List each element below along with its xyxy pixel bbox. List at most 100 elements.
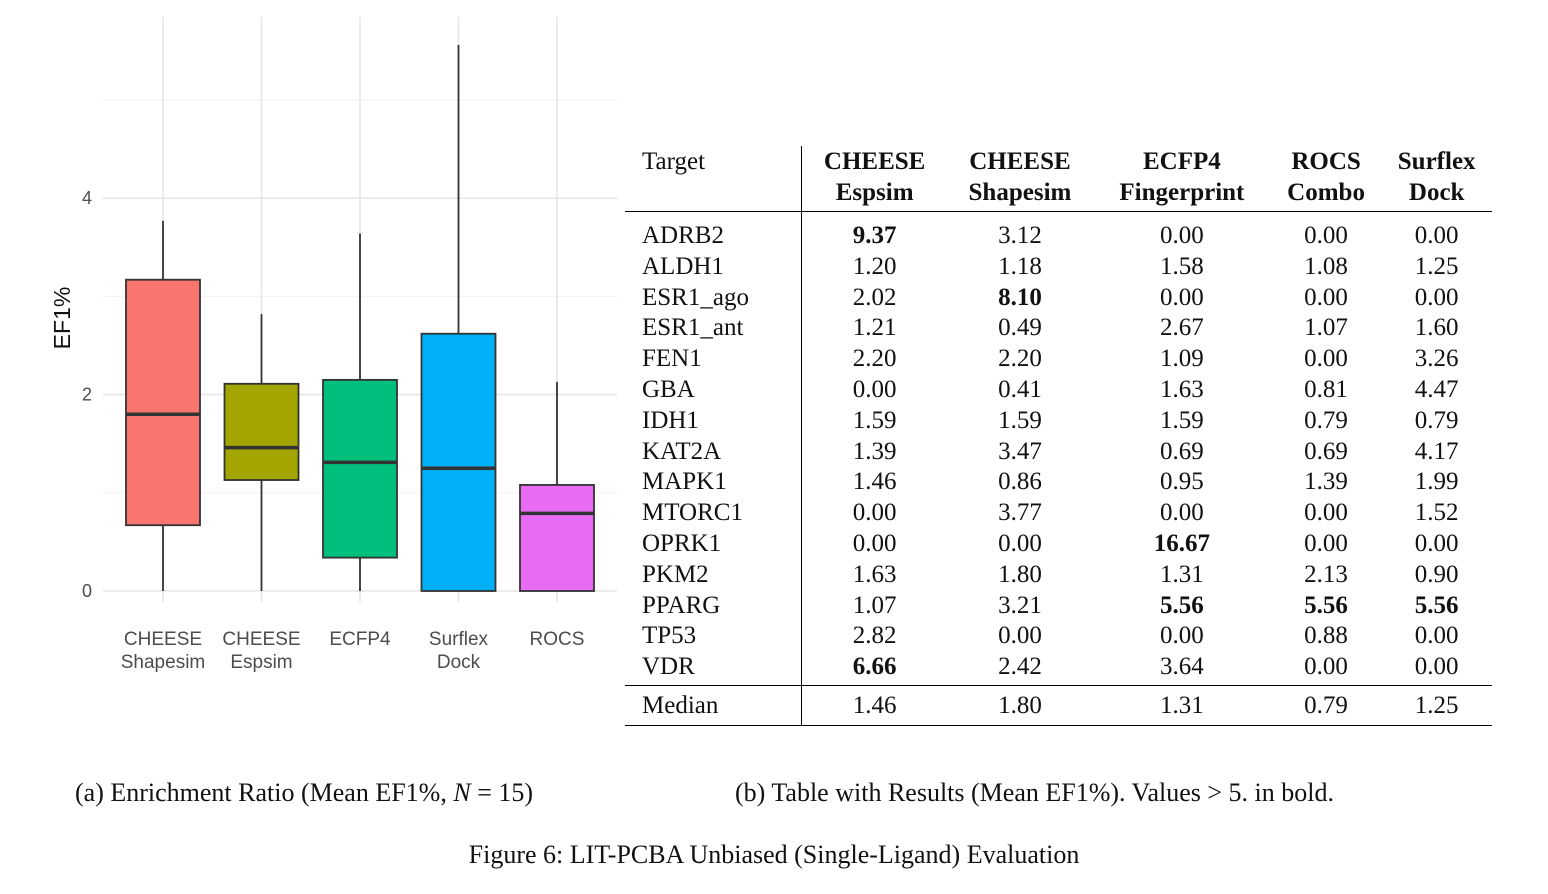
row-value: 5.56 (1160, 591, 1204, 619)
row-target: PPARG (625, 590, 803, 622)
row-value: 0.49 (998, 314, 1042, 342)
row-value: 1.20 (852, 252, 897, 280)
row-value: 0.00 (1160, 222, 1204, 249)
row-value: 1.63 (852, 560, 897, 588)
row-value: 1.09 (1160, 345, 1204, 373)
row-value: 1.58 (1160, 252, 1204, 280)
y-axis-label: EF1% (49, 287, 75, 350)
row-value: 0.79 (1304, 406, 1348, 434)
row-value: 3.12 (998, 222, 1042, 249)
row-value: 16.67 (1153, 529, 1211, 557)
row-target: IDH1 (625, 405, 803, 437)
box-4 (519, 381, 595, 592)
row-value: 2.02 (852, 283, 897, 311)
row-value: 0.41 (998, 375, 1042, 403)
row-target: MTORC1 (625, 498, 803, 529)
results-table: Target CHEESE Espsim CHEESE Shapesim ECFP4… (625, 146, 1492, 726)
y-tick-label: 0 (82, 581, 92, 601)
table-row: IDH1 1.59 1.59 1.59 0.79 0.79 (625, 405, 1492, 437)
y-tick-label: 4 (82, 188, 92, 208)
row-value: 2.82 (852, 622, 897, 650)
row-value: 6.66 (852, 653, 897, 681)
row-value: 0.00 (998, 529, 1042, 557)
row-value: 5.56 (1414, 591, 1459, 619)
median-row: Median 1.46 1.80 1.31 0.79 1.25 (625, 685, 1492, 726)
median-cell: 1.31 (1160, 691, 1204, 719)
x-tick-label: Dock (437, 652, 481, 673)
row-value: 4.47 (1414, 375, 1459, 403)
x-tick-label: Shapesim (121, 652, 206, 673)
row-value: 2.13 (1304, 560, 1348, 588)
table-row: PPARG 1.07 3.21 5.56 5.56 5.56 (625, 590, 1492, 622)
row-value: 0.00 (1414, 653, 1459, 681)
row-value: 0.00 (1160, 499, 1204, 527)
row-value: 0.00 (852, 375, 897, 403)
header-target: Target (625, 146, 803, 212)
x-tick-label: Surflex (429, 629, 489, 650)
y-tick-label: 2 (82, 385, 92, 405)
row-value: 0.88 (1304, 622, 1348, 650)
row-value: 0.00 (1414, 283, 1459, 311)
row-value: 1.46 (852, 468, 897, 496)
table-row: OPRK1 0.00 0.00 16.67 0.00 0.00 (625, 528, 1492, 560)
row-value: 2.20 (998, 345, 1042, 373)
table-body: ADRB2 9.37 3.12 0.00 0.00 0.00 ALDH1 1.20 1.18 1.… (625, 211, 1492, 686)
row-value: 4.17 (1414, 437, 1459, 465)
row-value: 1.21 (852, 314, 897, 342)
row-target: KAT2A (625, 436, 803, 468)
box-iqr (223, 382, 300, 481)
row-value: 0.00 (998, 622, 1042, 650)
row-target: ADRB2 (625, 211, 803, 252)
table-row: KAT2A 1.39 3.47 0.69 0.69 4.17 (625, 436, 1492, 468)
row-value: 3.21 (998, 591, 1042, 619)
row-target: VDR (625, 652, 803, 686)
row-target: FEN1 (625, 344, 803, 375)
row-target: MAPK1 (625, 467, 803, 499)
x-tick-label: ECFP4 (329, 629, 391, 650)
row-value: 1.31 (1160, 560, 1204, 588)
row-value: 0.00 (1304, 653, 1348, 681)
row-value: 3.47 (998, 437, 1042, 465)
box-2 (322, 233, 398, 591)
row-value: 1.80 (998, 560, 1042, 588)
table-row: VDR 6.66 2.42 3.64 0.00 0.00 (625, 652, 1492, 686)
x-tick-label: CHEESE (222, 629, 300, 650)
x-tick-label: ROCS (530, 629, 585, 650)
table-row: MTORC1 0.00 3.77 0.00 0.00 1.52 (625, 498, 1492, 529)
row-target: GBA (625, 374, 803, 406)
table-row: FEN1 2.20 2.20 1.09 0.00 3.26 (625, 344, 1492, 375)
row-value: 3.64 (1160, 653, 1204, 681)
row-value: 0.86 (998, 468, 1042, 496)
row-value: 5.56 (1304, 591, 1348, 619)
header-col-4: ROCS Combo (1287, 148, 1365, 206)
row-target: ALDH1 (625, 251, 803, 283)
row-target: ESR1_ago (625, 282, 803, 314)
row-target: PKM2 (625, 559, 803, 591)
row-value: 0.00 (1414, 622, 1459, 650)
table-row: ALDH1 1.20 1.18 1.58 1.08 1.25 (625, 251, 1492, 283)
box-3 (420, 45, 497, 592)
row-value: 2.67 (1160, 314, 1204, 342)
row-value: 0.95 (1160, 468, 1204, 496)
row-value: 9.37 (852, 222, 897, 249)
row-value: 0.90 (1414, 560, 1459, 588)
median-cell: 1.25 (1414, 691, 1459, 719)
row-value: 1.59 (852, 406, 897, 434)
row-target: TP53 (625, 621, 803, 653)
box-1 (223, 314, 300, 591)
row-value: 1.18 (998, 252, 1042, 280)
header-col-3: ECFP4 Fingerprint (1119, 148, 1245, 206)
box-iqr (519, 484, 595, 592)
row-value: 1.99 (1414, 468, 1459, 496)
row-value: 0.69 (1160, 437, 1204, 465)
row-value: 1.59 (998, 406, 1042, 434)
table-footer: Median 1.46 1.80 1.31 0.79 1.25 (625, 685, 1492, 726)
figure-caption: Figure 6: LIT-PCBA Unbiased (Single-Liga… (468, 840, 1080, 869)
box-iqr (125, 278, 201, 527)
row-value: 0.00 (852, 529, 897, 557)
row-value: 0.81 (1304, 375, 1348, 403)
row-value: 1.07 (1304, 314, 1348, 342)
row-value: 2.20 (852, 345, 897, 373)
row-target: ESR1_ant (625, 313, 803, 345)
